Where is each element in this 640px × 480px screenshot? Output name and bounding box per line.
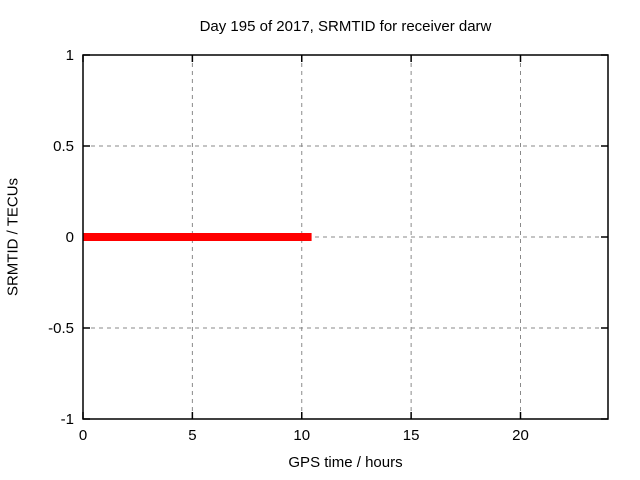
x-tick-label: 0 [79, 427, 87, 444]
x-tick-label: 10 [293, 427, 310, 444]
chart-title: Day 195 of 2017, SRMTID for receiver dar… [199, 18, 492, 35]
x-tick-label: 15 [403, 427, 420, 444]
x-axis-label: GPS time / hours [288, 454, 403, 471]
y-tick-label: -1 [61, 411, 74, 428]
y-tick-label: 0 [66, 229, 74, 246]
y-tick-label: 0.5 [53, 138, 74, 155]
y-tick-label: -0.5 [48, 320, 74, 337]
x-tick-label: 20 [512, 427, 529, 444]
y-tick-label: 1 [66, 47, 74, 64]
plot-border [82, 54, 609, 420]
x-tick-label: 5 [188, 427, 196, 444]
